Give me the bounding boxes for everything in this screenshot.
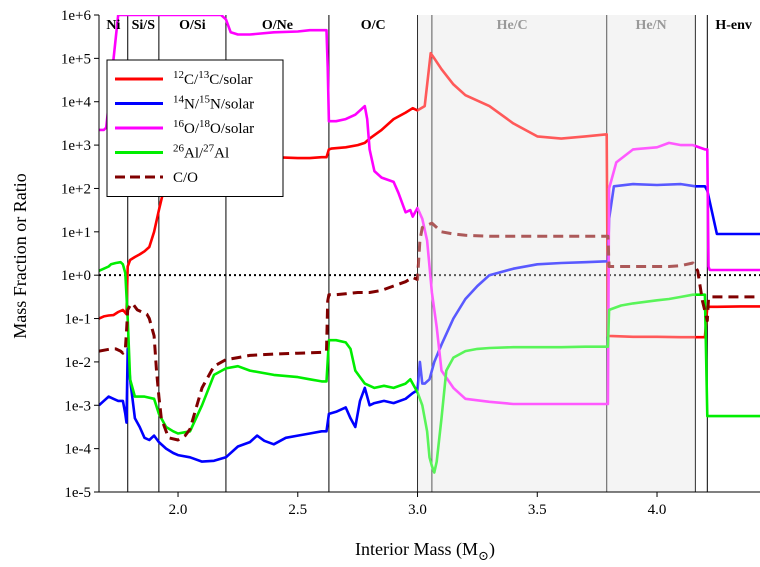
legend-sup: 12	[173, 69, 184, 81]
zone-label: Si/S	[132, 18, 156, 33]
legend-entry-label: 26Al/27Al	[173, 143, 229, 162]
legend-text-part: N/	[184, 97, 200, 113]
series-line	[99, 182, 760, 463]
legend-sup: 14	[173, 94, 185, 106]
legend-sup: 13	[198, 69, 210, 81]
y-tick-label: 1e+4	[61, 95, 92, 111]
legend-text-part: O/solar	[210, 121, 254, 137]
series-line	[99, 221, 760, 442]
legend: 12C/13C/solar 14N/15N/solar 16O/18O/solar 2…	[106, 59, 284, 197]
legend-text-part: O/	[184, 121, 200, 137]
x-axis-title-main: Interior Mass (M	[355, 539, 478, 560]
legend-text-part: Al/	[184, 146, 204, 162]
legend-entry-label: 16O/18O/solar	[173, 118, 254, 137]
axes-layer: 1e+6 1e+5 1e+4 1e+3 1e+2 1e+1 1e+0 1e-1 1e-2 1e-3…	[61, 8, 760, 518]
zone-label: He/N	[635, 18, 666, 33]
x-tick-label: 3.5	[528, 502, 547, 518]
y-tick-label: 1e+2	[61, 181, 91, 197]
x-axis-title: Interior Mass (M⊙)	[355, 539, 495, 563]
x-axis-title-close: )	[489, 539, 495, 560]
y-tick-label: 1e+3	[61, 138, 91, 154]
legend-text-part: C/	[184, 72, 199, 88]
x-tick-label: 3.0	[408, 502, 427, 518]
series-line	[99, 15, 760, 406]
x-tick-label: 4.0	[648, 502, 667, 518]
x-tick-label: 2.5	[288, 502, 307, 518]
legend-entry-label: 12C/13C/solar	[173, 69, 253, 88]
legend-text-part: N/solar	[210, 97, 254, 113]
y-tick-label: 1e-3	[64, 398, 91, 414]
legend-sup: 16	[173, 118, 185, 130]
zone-label: He/C	[497, 18, 528, 33]
y-tick-label: 1e-4	[64, 442, 91, 458]
zone-label: H-env	[715, 18, 752, 33]
legend-text-part: Al	[214, 146, 229, 162]
legend-entry-label: 14N/15N/solar	[173, 94, 254, 113]
y-tick-label: 1e+0	[61, 268, 91, 284]
series-line	[99, 260, 760, 474]
zone-label: Ni	[106, 18, 120, 33]
zone-label: O/C	[361, 18, 386, 33]
y-tick-label: 1e+1	[61, 225, 91, 241]
y-tick-label: 1e-1	[64, 312, 91, 328]
y-axis-title: Mass Fraction or Ratio	[10, 173, 30, 338]
y-tick-label: 1e-2	[64, 355, 91, 371]
y-tick-label: 1e+5	[61, 51, 91, 67]
y-tick-label: 1e+6	[61, 8, 92, 24]
legend-text-part: C/O	[173, 170, 198, 186]
legend-sup: 18	[199, 118, 211, 130]
y-tick-label: 1e-5	[64, 485, 91, 501]
legend-sup: 27	[203, 143, 215, 155]
zone-label: O/Ne	[262, 18, 293, 33]
legend-text-part: C/solar	[209, 72, 252, 88]
zone-label: O/Si	[179, 18, 206, 33]
x-tick-label: 2.0	[169, 502, 188, 518]
x-axis-title-sub: ⊙	[478, 548, 489, 563]
legend-entry-label: C/O	[173, 170, 198, 186]
legend-sup: 15	[199, 94, 211, 106]
zone-label-layer: Ni Si/S O/Si O/Ne O/C He/C He/N H-env	[106, 18, 752, 33]
shaded-zone-overlay	[417, 15, 696, 492]
series-layer	[99, 15, 760, 492]
legend-sup: 26	[173, 143, 185, 155]
